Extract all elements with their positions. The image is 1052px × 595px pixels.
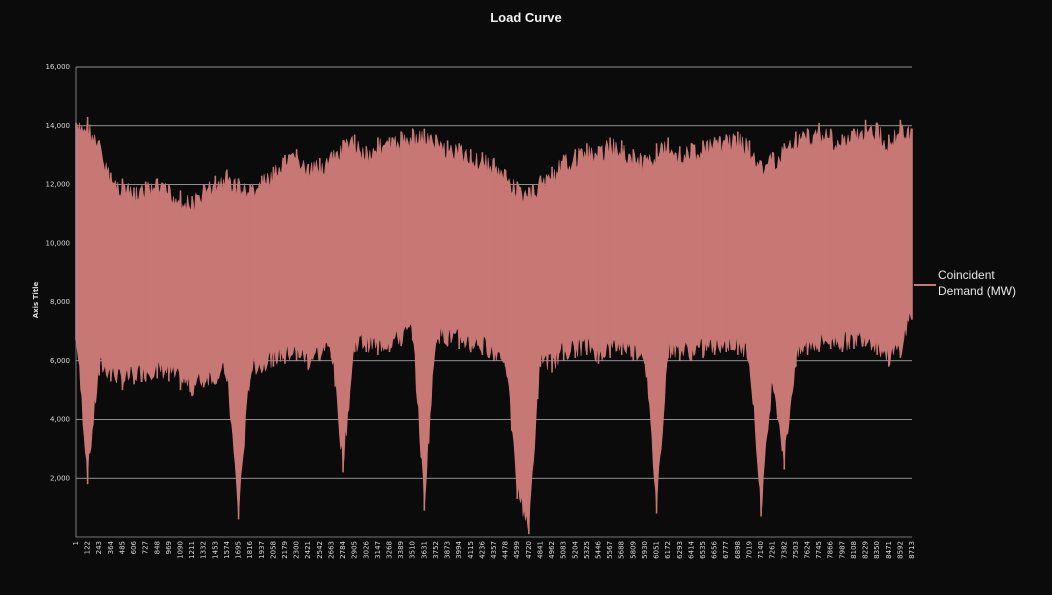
chart-title: Load Curve bbox=[490, 10, 562, 25]
y-tick-label: 2,000 bbox=[50, 474, 70, 482]
x-tick-label: 6656 bbox=[711, 540, 719, 558]
x-tick-label: 969 bbox=[165, 541, 173, 554]
x-tick-label: 8108 bbox=[850, 541, 858, 559]
x-tick-label: 1937 bbox=[258, 541, 266, 559]
y-tick-label: 8,000 bbox=[50, 298, 70, 306]
x-tick-label: 3752 bbox=[432, 541, 440, 559]
y-tick-label: 14,000 bbox=[46, 122, 71, 130]
x-tick-label: 5083 bbox=[560, 541, 568, 559]
x-tick-label: 2542 bbox=[316, 541, 324, 559]
x-tick-label: 4236 bbox=[478, 540, 486, 558]
x-tick-label: 1574 bbox=[223, 540, 231, 558]
x-tick-label: 4357 bbox=[490, 541, 498, 559]
x-tick-label: 6293 bbox=[676, 541, 684, 559]
x-tick-label: 2421 bbox=[304, 541, 312, 559]
x-tick-label: 2905 bbox=[351, 541, 359, 559]
x-tick-label: 5930 bbox=[641, 541, 649, 559]
x-tick-label: 7382 bbox=[780, 541, 788, 559]
axes: 2,0004,0006,0008,00010,00012,00014,00016… bbox=[46, 63, 917, 559]
x-tick-label: 243 bbox=[95, 541, 103, 554]
x-tick-label: 122 bbox=[84, 541, 92, 554]
x-tick-label: 6051 bbox=[653, 541, 661, 559]
x-tick-label: 6777 bbox=[722, 541, 730, 559]
x-tick-label: 364 bbox=[107, 540, 115, 554]
x-tick-label: 6414 bbox=[687, 540, 695, 558]
x-tick-label: 7987 bbox=[838, 541, 846, 559]
x-tick-label: 3268 bbox=[386, 541, 394, 559]
x-tick-label: 5325 bbox=[583, 541, 591, 559]
x-tick-label: 5809 bbox=[629, 541, 637, 559]
x-tick-label: 4115 bbox=[467, 541, 475, 559]
x-tick-label: 3631 bbox=[420, 541, 428, 559]
x-tick-label: 2058 bbox=[269, 541, 277, 559]
x-tick-label: 4962 bbox=[548, 541, 556, 559]
x-tick-label: 1090 bbox=[177, 541, 185, 559]
x-tick-label: 1211 bbox=[188, 541, 196, 559]
x-tick-label: 1453 bbox=[211, 541, 219, 559]
x-tick-label: 4841 bbox=[536, 541, 544, 559]
x-tick-label: 4720 bbox=[525, 541, 533, 559]
y-tick-label: 10,000 bbox=[46, 239, 71, 247]
x-tick-label: 2179 bbox=[281, 541, 289, 559]
x-tick-label: 8713 bbox=[908, 541, 916, 559]
x-tick-label: 5204 bbox=[571, 540, 579, 558]
x-tick-label: 2300 bbox=[293, 541, 301, 559]
x-tick-label: 1816 bbox=[246, 540, 254, 558]
y-tick-label: 12,000 bbox=[46, 181, 71, 189]
x-tick-label: 8592 bbox=[896, 541, 904, 559]
x-tick-label: 1332 bbox=[200, 541, 208, 559]
x-tick-label: 7745 bbox=[815, 541, 823, 559]
x-tick-label: 3994 bbox=[455, 540, 463, 558]
x-tick-label: 5446 bbox=[595, 540, 603, 558]
x-tick-label: 1 bbox=[72, 541, 80, 545]
y-axis-title: Axis Title bbox=[32, 281, 40, 318]
x-tick-label: 727 bbox=[142, 541, 150, 554]
x-tick-label: 1695 bbox=[235, 541, 243, 559]
x-tick-label: 7261 bbox=[769, 541, 777, 559]
x-tick-label: 848 bbox=[153, 541, 161, 554]
x-tick-label: 8350 bbox=[873, 541, 881, 559]
series-area bbox=[75, 116, 913, 535]
legend-label-coincident-demand: Coincident Demand (MW) bbox=[938, 268, 1016, 298]
x-tick-label: 606 bbox=[130, 540, 138, 554]
legend: Coincident Demand (MW) bbox=[914, 268, 1016, 298]
x-tick-label: 7140 bbox=[757, 541, 765, 559]
x-tick-label: 7866 bbox=[827, 540, 835, 558]
x-tick-label: 5567 bbox=[606, 541, 614, 559]
x-tick-label: 6898 bbox=[734, 541, 742, 559]
x-tick-label: 3510 bbox=[409, 541, 417, 559]
y-tick-label: 6,000 bbox=[50, 357, 70, 365]
y-tick-label: 16,000 bbox=[46, 63, 71, 71]
x-tick-label: 485 bbox=[118, 541, 126, 554]
x-tick-label: 8229 bbox=[862, 541, 870, 559]
x-tick-label: 7624 bbox=[804, 540, 812, 558]
x-tick-label: 3389 bbox=[397, 541, 405, 559]
x-tick-label: 2784 bbox=[339, 540, 347, 558]
x-tick-label: 3026 bbox=[362, 540, 370, 558]
x-tick-label: 3873 bbox=[444, 541, 452, 559]
x-tick-label: 6172 bbox=[664, 541, 672, 559]
x-tick-label: 4599 bbox=[513, 541, 521, 559]
x-tick-label: 2663 bbox=[327, 541, 335, 559]
x-tick-label: 3147 bbox=[374, 541, 382, 559]
x-tick-label: 4478 bbox=[502, 541, 510, 559]
x-tick-label: 7503 bbox=[792, 541, 800, 559]
x-tick-label: 8471 bbox=[885, 541, 893, 559]
x-tick-label: 6535 bbox=[699, 541, 707, 559]
y-tick-label: 4,000 bbox=[50, 416, 70, 424]
x-tick-label: 7019 bbox=[745, 541, 753, 559]
x-tick-label: 5688 bbox=[618, 541, 626, 559]
